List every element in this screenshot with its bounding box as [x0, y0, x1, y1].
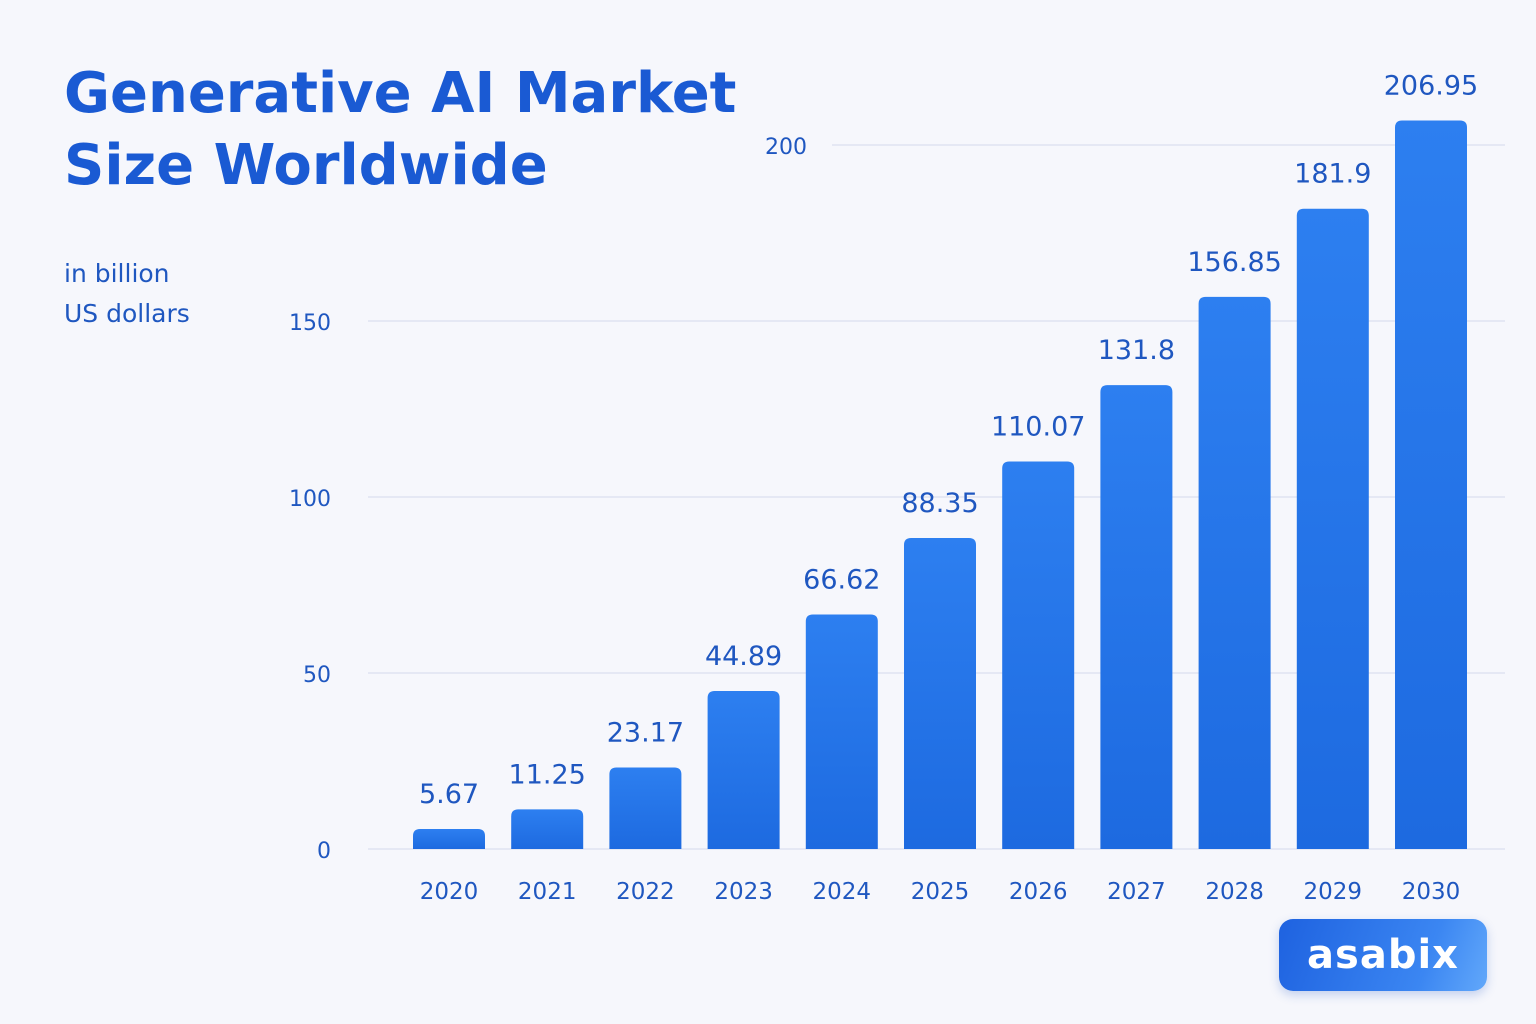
- x-tick-label-2021: 2021: [518, 879, 577, 905]
- unit-label-line1: in billion: [64, 259, 170, 288]
- value-label-2026: 110.07: [991, 412, 1085, 443]
- value-label-2029: 181.9: [1294, 159, 1371, 190]
- bar-2024: [805, 614, 878, 849]
- value-label-2025: 88.35: [901, 488, 978, 519]
- axes: 0 50 100 150 200 2020 2021 2022 2023 2024 2025 2026…: [289, 135, 1460, 905]
- bar-2026: [1002, 461, 1075, 849]
- bar-2021: [511, 809, 584, 849]
- bar-2030: [1395, 120, 1467, 849]
- x-tick-label-2024: 2024: [813, 879, 872, 905]
- value-label-2021: 11.25: [509, 759, 586, 790]
- bar-2023: [707, 690, 780, 849]
- y-tick-label: 150: [289, 311, 331, 336]
- value-label-2020: 5.67: [419, 779, 479, 810]
- value-label-2027: 131.8: [1098, 335, 1175, 366]
- y-tick-label: 0: [317, 839, 331, 864]
- value-label-2024: 66.62: [803, 564, 880, 595]
- bar-2025: [904, 538, 976, 849]
- x-tick-label-2030: 2030: [1402, 879, 1461, 905]
- value-label-2030: 206.95: [1384, 71, 1478, 102]
- unit-label-line2: US dollars: [64, 299, 190, 328]
- value-label-2022: 23.17: [607, 717, 684, 748]
- y-tick-label: 100: [289, 487, 331, 512]
- x-tick-label-2028: 2028: [1205, 879, 1264, 905]
- bar-2022: [609, 767, 682, 849]
- y-tick-label: 200: [765, 135, 807, 160]
- bar-2027: [1100, 385, 1173, 849]
- x-tick-label-2027: 2027: [1107, 879, 1166, 905]
- bars: [413, 120, 1467, 849]
- y-tick-label: 50: [303, 663, 331, 688]
- x-tick-label-2023: 2023: [714, 879, 773, 905]
- x-tick-label-2022: 2022: [616, 879, 675, 905]
- value-label-2023: 44.89: [705, 641, 782, 672]
- value-labels: 5.67 11.25 23.17 44.89 66.62 88.35 110.07 131.8…: [419, 71, 1478, 811]
- bar-2029: [1296, 208, 1369, 849]
- unit-label: in billion US dollars: [64, 254, 264, 334]
- value-label-2028: 156.85: [1187, 247, 1281, 278]
- chart-title: Generative AI Market Size Worldwide: [64, 61, 737, 198]
- x-tick-label-2025: 2025: [911, 879, 970, 905]
- x-tick-label-2020: 2020: [420, 879, 479, 905]
- x-tick-label-2026: 2026: [1009, 879, 1068, 905]
- bar-2028: [1198, 296, 1271, 849]
- bar-2020: [413, 829, 485, 849]
- asabix-logo: asabix: [1279, 919, 1487, 991]
- x-tick-label-2029: 2029: [1304, 879, 1363, 905]
